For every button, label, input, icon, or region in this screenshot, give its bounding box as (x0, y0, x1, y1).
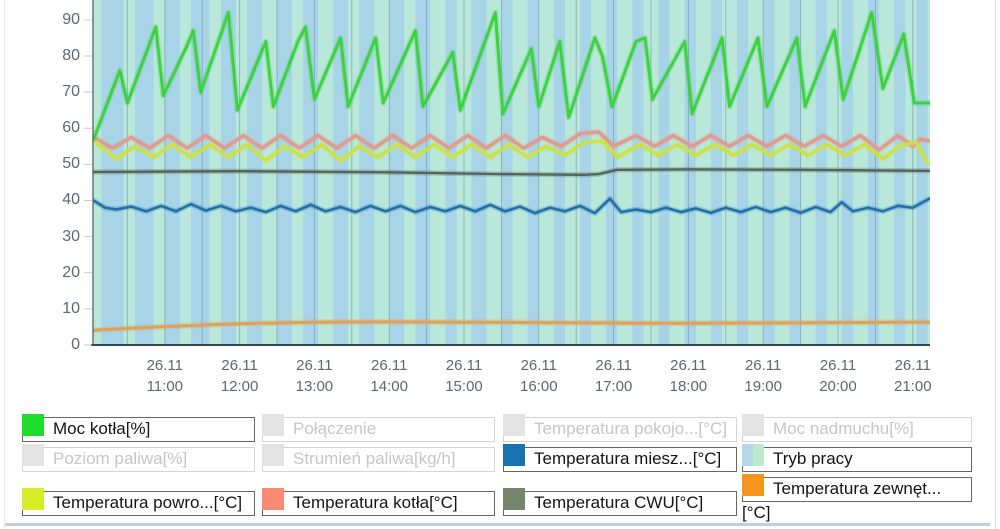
mode-band (789, 0, 801, 345)
gridlines (126, 0, 914, 345)
y-tick-label: 40 (62, 191, 80, 209)
mode-band (894, 0, 906, 345)
mode-band (553, 0, 565, 345)
legend-swatch-polaczenie (262, 414, 284, 436)
series-moc-kotla (93, 11, 930, 141)
x-tick-label: 26.11 19:00 (744, 357, 782, 395)
mode-band (841, 0, 853, 345)
axis (91, 0, 930, 346)
y-tick-label: 70 (62, 83, 80, 101)
series-temperatura-zewnetrzna (93, 320, 930, 332)
x-tick-label: 26.11 16:00 (520, 357, 558, 395)
legend-item-temperatura-powrotu[interactable]: Temperatura powro...[°C] (22, 488, 255, 516)
legend-item-temperatura-mieszacza[interactable]: Temperatura miesz...[°C] (503, 444, 737, 472)
legend-swatch-temperatura-mieszacza (503, 444, 525, 466)
chart-svg (84, 0, 930, 346)
mode-band (658, 0, 670, 345)
mode-band (220, 0, 236, 345)
mode-band (471, 0, 487, 345)
legend-label-temperatura-kotla: Temperatura kotła[°C] (293, 493, 458, 512)
mode-band (763, 0, 775, 345)
legend-item-polaczenie[interactable]: Połączenie (262, 414, 495, 442)
x-tick-label: 26.11 13:00 (295, 357, 334, 395)
mode-band (247, 0, 263, 345)
panel-bottom-border (5, 523, 990, 526)
y-tick-label: 10 (62, 299, 80, 317)
y-tick-marks (84, 19, 92, 346)
y-tick-label: 20 (62, 263, 80, 281)
legend-label-moc-nadmuchu: Moc nadmuchu[%] (773, 419, 914, 438)
legend-swatch-temperatura-pokojowa (503, 414, 525, 436)
legend-item-temperatura-cwu[interactable]: Temperatura CWU[°C] (503, 488, 737, 516)
legend-swatch-temperatura-cwu (503, 488, 525, 510)
y-tick-label: 50 (62, 155, 80, 173)
x-tick-label: 26.11 14:00 (370, 357, 408, 395)
series-temperatura-kotla (93, 130, 930, 152)
legend-swatch-temperatura-kotla (262, 488, 284, 510)
x-tick-label: 26.11 11:00 (146, 357, 184, 395)
mode-band (501, 0, 513, 345)
mode-band (606, 0, 618, 345)
y-tick-label: 0 (71, 336, 80, 353)
legend-label-temperatura-zewnetrzna: Temperatura zewnęt... (773, 479, 942, 498)
x-tick-label: 26.11 12:00 (220, 357, 259, 395)
legend-swatch-temperatura-zewnetrzna (742, 474, 764, 496)
legend-label-strumien-paliwa: Strumień paliwa[kg/h] (293, 449, 456, 468)
mode-band (916, 0, 928, 345)
legend-item-poziom-paliwa[interactable]: Poziom paliwa[%] (22, 444, 255, 472)
legend-item-temperatura-kotla[interactable]: Temperatura kotła[°C] (262, 488, 495, 516)
legend-swatch-moc-nadmuchu (742, 414, 764, 436)
mode-band (710, 0, 722, 345)
x-tick-label: 26.11 20:00 (819, 357, 857, 395)
mode-band (737, 0, 749, 345)
legend-item-strumien-paliwa[interactable]: Strumień paliwa[kg/h] (262, 444, 495, 472)
legend-label-polaczenie: Połączenie (293, 419, 377, 438)
legend-label-temperatura-pokojowa: Temperatura pokojo...[°C] (534, 419, 727, 438)
x-tick-label: 26.11 18:00 (669, 357, 708, 395)
legend-label-temperatura-mieszacza: Temperatura miesz...[°C] (534, 449, 722, 468)
mode-band (579, 0, 592, 345)
series-temperatura-mieszacza (93, 197, 930, 215)
legend-label-temperatura-cwu: Temperatura CWU[°C] (534, 493, 704, 512)
x-tick-label: 26.11 17:00 (594, 357, 633, 395)
mode-band (527, 0, 539, 345)
y-tick-label: 80 (62, 46, 80, 64)
legend-swatch-strumien-paliwa (262, 444, 284, 466)
legend-item-temperatura-pokojowa[interactable]: Temperatura pokojo...[°C] (503, 414, 737, 442)
mode-band (684, 0, 696, 345)
legend-item-moc-nadmuchu[interactable]: Moc nadmuchu[%] (742, 414, 972, 442)
tryb-pracy-swatch-green (753, 444, 764, 466)
legend-label-poziom-paliwa: Poziom paliwa[%] (53, 449, 188, 468)
mode-band (632, 0, 644, 345)
legend-label-temperatura-zewnetrzna-unit: [°C] (742, 503, 771, 522)
legend-label-tryb-pracy: Tryb pracy (773, 449, 853, 468)
y-tick-label: 60 (62, 119, 80, 137)
mode-band (815, 0, 827, 345)
series-temperatura-powrotu (93, 139, 930, 166)
legend-swatch-temperatura-powrotu (22, 488, 44, 510)
legend-item-temperatura-zewnetrzna[interactable]: Temperatura zewnęt... (742, 474, 972, 502)
legend-swatch-moc-kotla (22, 414, 44, 436)
series-temperatura-cwu (93, 168, 930, 176)
legend-label-moc-kotla: Moc kotła[%] (53, 419, 151, 438)
series-lines (93, 9, 930, 334)
y-tick-label: 30 (62, 227, 80, 245)
mode-bands (101, 0, 928, 345)
x-tick-label: 26.11 15:00 (445, 357, 483, 395)
legend-item-moc-kotla[interactable]: Moc kotła[%] (22, 414, 255, 442)
x-tick-label: 26.11 21:00 (894, 357, 932, 395)
legend-item-tryb-pracy[interactable]: Tryb pracy (742, 444, 972, 472)
legend-swatch-poziom-paliwa (22, 444, 44, 466)
mode-band (867, 0, 880, 345)
y-tick-label: 90 (62, 10, 80, 28)
panel-left-border (4, 0, 5, 529)
panel-right-border (995, 0, 996, 529)
legend-swatch-tryb-pracy (742, 444, 764, 466)
legend-label-temperatura-powrotu: Temperatura powro...[°C] (53, 493, 243, 512)
tryb-pracy-swatch-blue (742, 444, 753, 466)
